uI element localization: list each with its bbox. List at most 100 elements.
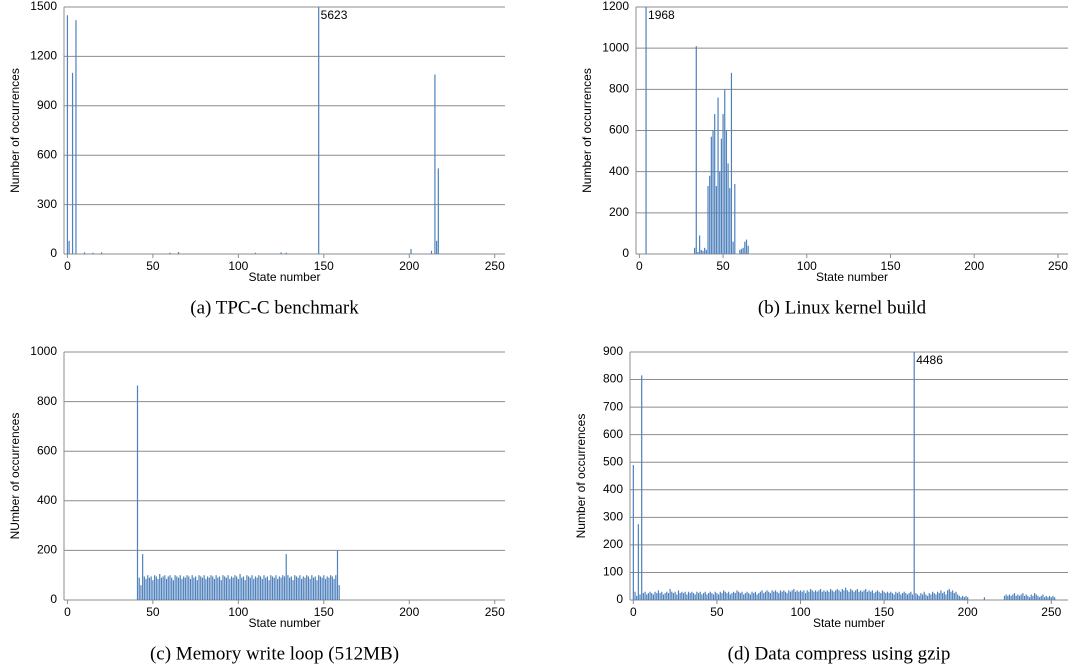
bar: [277, 578, 279, 600]
bar: [246, 575, 248, 600]
bar: [338, 585, 340, 600]
bar: [679, 593, 681, 600]
bar: [696, 591, 698, 600]
bar: [160, 577, 163, 600]
bar: [689, 593, 691, 600]
bar: [776, 591, 778, 600]
bar: [778, 593, 780, 600]
bar: [870, 591, 872, 600]
caption: (d) Data compress using gzip: [728, 643, 951, 664]
bar: [259, 576, 262, 600]
x-tick-label: 250: [1048, 259, 1068, 273]
bar: [1013, 593, 1016, 600]
bar: [632, 464, 634, 600]
bar: [704, 591, 706, 600]
bar: [225, 577, 227, 600]
bar: [177, 577, 180, 600]
bar: [921, 594, 924, 600]
bar: [697, 251, 699, 254]
y-tick-label: 400: [603, 482, 623, 496]
bar: [858, 591, 860, 600]
bar: [694, 247, 696, 254]
y-axis-label: NUmber of occurrences: [8, 413, 22, 540]
bar: [437, 168, 439, 254]
bar: [916, 594, 919, 600]
bar: [641, 375, 643, 600]
bar: [636, 595, 638, 600]
bar: [710, 136, 712, 254]
bar: [707, 593, 710, 600]
bar: [645, 7, 647, 254]
bar: [172, 580, 174, 600]
y-tick-label: 0: [50, 592, 57, 606]
y-tick-label: 800: [37, 394, 57, 408]
bars: [632, 352, 1056, 600]
bar: [1023, 595, 1026, 600]
y-tick-label: 600: [37, 443, 57, 457]
bar: [1052, 595, 1054, 600]
bar: [866, 591, 868, 600]
bar: [699, 235, 701, 254]
bar: [759, 591, 761, 600]
chart-panel: 0 200 400 600 800 1000 0 50 100 150 200 250 State nu…: [8, 344, 505, 664]
bar: [702, 593, 705, 600]
bar: [1030, 594, 1032, 600]
bar: [751, 591, 753, 600]
bar: [651, 593, 653, 600]
bar: [796, 590, 798, 600]
bar: [162, 576, 164, 600]
bar: [241, 577, 243, 600]
bar: [883, 591, 885, 600]
bar: [644, 591, 646, 600]
y-tick-label: 400: [609, 164, 629, 178]
x-tick-label: 100: [797, 259, 817, 273]
bar: [803, 590, 805, 600]
bar: [159, 573, 161, 600]
bar: [323, 575, 325, 600]
bar: [1015, 595, 1017, 600]
y-tick-label: 0: [622, 246, 629, 260]
bar: [307, 576, 310, 600]
bar: [838, 590, 840, 600]
bar: [881, 590, 884, 600]
bar: [804, 593, 807, 600]
x-tick-label: 50: [710, 605, 724, 619]
bar: [719, 171, 721, 254]
bar: [873, 593, 875, 600]
bar: [672, 593, 675, 600]
y-tick-label: 1000: [602, 40, 629, 54]
x-tick-label: 200: [958, 605, 978, 619]
bar: [749, 594, 751, 600]
bar: [707, 186, 709, 254]
bar: [806, 590, 808, 600]
bar: [189, 578, 192, 600]
bar: [157, 578, 159, 600]
bar: [667, 593, 670, 600]
bar: [1027, 595, 1029, 600]
bar: [821, 591, 823, 600]
x-tick-label: 250: [485, 605, 505, 619]
x-tick-label: 200: [399, 259, 419, 273]
bar: [258, 575, 260, 600]
bar: [1035, 594, 1037, 600]
bar: [933, 593, 935, 600]
bar: [963, 597, 965, 600]
bar: [196, 580, 198, 600]
bar: [1003, 595, 1006, 600]
bar: [733, 591, 735, 600]
y-tick-label: 1000: [30, 344, 57, 358]
bar: [1043, 597, 1046, 600]
caption: (b) Linux kernel build: [758, 297, 927, 318]
bar: [704, 247, 706, 254]
bar: [261, 578, 263, 600]
bar: [282, 575, 284, 600]
bar: [888, 593, 890, 600]
bar: [661, 591, 663, 600]
bar: [893, 594, 895, 600]
bar: [938, 593, 940, 600]
x-tick-label: 100: [228, 605, 248, 619]
x-tick-label: 50: [146, 259, 160, 273]
y-axis-label: Number of occurrences: [8, 68, 22, 193]
bar: [781, 591, 783, 600]
bar: [712, 130, 714, 254]
